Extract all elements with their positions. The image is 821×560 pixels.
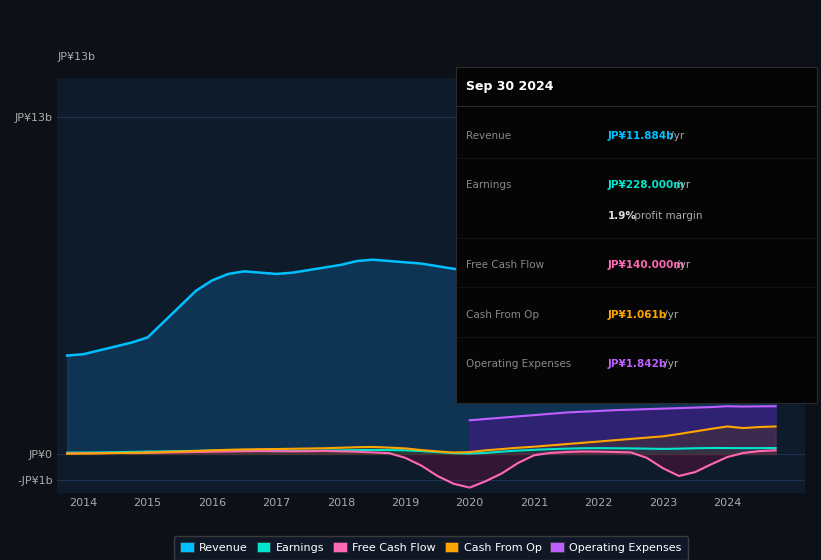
Legend: Revenue, Earnings, Free Cash Flow, Cash From Op, Operating Expenses: Revenue, Earnings, Free Cash Flow, Cash …	[174, 536, 688, 560]
Text: Sep 30 2024: Sep 30 2024	[466, 80, 553, 92]
Text: profit margin: profit margin	[631, 211, 703, 221]
Text: Cash From Op: Cash From Op	[466, 310, 539, 320]
Text: Revenue: Revenue	[466, 131, 511, 141]
Text: Earnings: Earnings	[466, 180, 511, 190]
Text: Operating Expenses: Operating Expenses	[466, 359, 571, 369]
Text: JP¥11.884b: JP¥11.884b	[608, 131, 674, 141]
Text: 1.9%: 1.9%	[608, 211, 636, 221]
Text: JP¥1.842b: JP¥1.842b	[608, 359, 667, 369]
Text: JP¥13b: JP¥13b	[57, 52, 95, 62]
Text: /yr: /yr	[661, 310, 678, 320]
Text: /yr: /yr	[661, 359, 678, 369]
Text: JP¥140.000m: JP¥140.000m	[608, 260, 685, 270]
Text: Free Cash Flow: Free Cash Flow	[466, 260, 544, 270]
Text: /yr: /yr	[672, 180, 690, 190]
Text: /yr: /yr	[672, 260, 690, 270]
Text: JP¥228.000m: JP¥228.000m	[608, 180, 685, 190]
Text: JP¥1.061b: JP¥1.061b	[608, 310, 667, 320]
Text: /yr: /yr	[667, 131, 684, 141]
